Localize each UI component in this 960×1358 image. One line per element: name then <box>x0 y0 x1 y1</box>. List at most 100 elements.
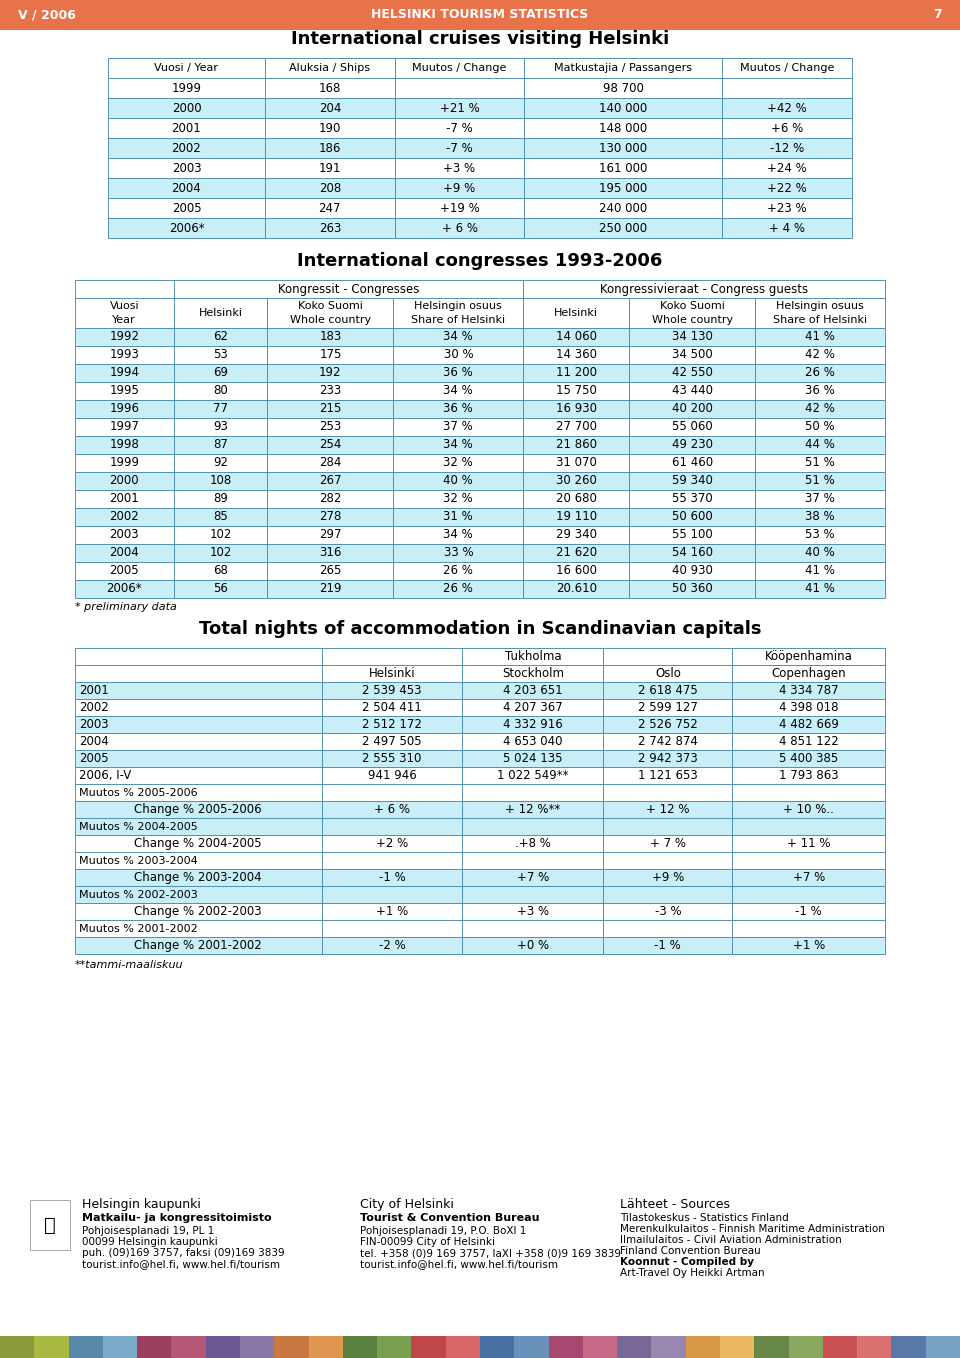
Bar <box>445 1336 480 1358</box>
Bar <box>732 919 885 937</box>
Text: 50 360: 50 360 <box>672 583 712 596</box>
Text: 5 400 385: 5 400 385 <box>780 752 838 765</box>
Bar <box>732 869 885 885</box>
Text: Change % 2005-2006: Change % 2005-2006 <box>134 803 262 816</box>
Text: 38 %: 38 % <box>805 511 835 523</box>
Bar <box>108 158 265 178</box>
Text: 4 398 018: 4 398 018 <box>779 701 838 714</box>
Text: 1 121 653: 1 121 653 <box>638 769 698 782</box>
Bar <box>524 139 722 158</box>
Text: 49 230: 49 230 <box>672 439 712 451</box>
Text: 55 370: 55 370 <box>672 493 712 505</box>
Bar <box>603 733 732 750</box>
Bar <box>394 454 523 473</box>
Bar <box>629 490 756 508</box>
Text: 41 %: 41 % <box>805 583 835 596</box>
Text: Pohjoisesplanadi 19, PL 1: Pohjoisesplanadi 19, PL 1 <box>82 1226 214 1236</box>
Text: 2001: 2001 <box>172 121 202 134</box>
Bar <box>394 562 523 580</box>
Text: 208: 208 <box>319 182 341 194</box>
Bar <box>603 885 732 903</box>
Bar <box>523 346 629 364</box>
Bar <box>732 699 885 716</box>
Bar <box>603 682 732 699</box>
Text: 4 482 669: 4 482 669 <box>779 718 839 731</box>
Bar <box>240 1336 275 1358</box>
Bar <box>732 801 885 818</box>
Bar <box>629 508 756 526</box>
Text: 77: 77 <box>213 402 228 416</box>
Text: Matkailu- ja kongressitoimisto: Matkailu- ja kongressitoimisto <box>82 1213 272 1224</box>
Text: 250 000: 250 000 <box>599 221 647 235</box>
Text: 4 203 651: 4 203 651 <box>503 684 563 697</box>
Text: 1992: 1992 <box>109 330 139 344</box>
Bar <box>732 885 885 903</box>
Bar <box>394 364 523 382</box>
Text: 7: 7 <box>933 8 942 22</box>
Text: +21 %: +21 % <box>440 102 479 114</box>
Text: 282: 282 <box>319 493 342 505</box>
Bar <box>75 401 174 418</box>
Bar <box>108 118 265 139</box>
Text: 37 %: 37 % <box>444 421 473 433</box>
Text: 1999: 1999 <box>172 81 202 95</box>
Bar <box>603 767 732 784</box>
Text: 92: 92 <box>213 456 228 470</box>
Text: International congresses 1993-2006: International congresses 1993-2006 <box>298 253 662 270</box>
Text: 👑: 👑 <box>44 1215 56 1234</box>
Bar <box>603 851 732 869</box>
Text: Oslo: Oslo <box>655 667 681 680</box>
Text: -3 %: -3 % <box>655 904 682 918</box>
Text: Helsingin osuus: Helsingin osuus <box>777 301 864 311</box>
Text: Muutos / Change: Muutos / Change <box>740 62 834 73</box>
Text: 1998: 1998 <box>109 439 139 451</box>
Text: 1994: 1994 <box>109 367 139 379</box>
Bar <box>722 58 852 77</box>
Bar <box>68 1336 103 1358</box>
Bar <box>732 682 885 699</box>
Text: + 12 %: + 12 % <box>646 803 689 816</box>
Bar <box>322 835 463 851</box>
Text: 14 360: 14 360 <box>556 349 597 361</box>
Text: +2 %: +2 % <box>375 837 408 850</box>
Bar <box>629 329 756 346</box>
Bar <box>463 903 603 919</box>
Text: Helsinki: Helsinki <box>369 667 416 680</box>
Bar <box>463 682 603 699</box>
Text: 2 497 505: 2 497 505 <box>362 735 421 748</box>
Text: V / 2006: V / 2006 <box>18 8 76 22</box>
Bar <box>394 545 523 562</box>
Text: -7 %: -7 % <box>446 141 473 155</box>
Text: 161 000: 161 000 <box>599 162 648 174</box>
Bar <box>732 648 885 665</box>
Bar <box>395 98 524 118</box>
Text: 1 022 549**: 1 022 549** <box>497 769 568 782</box>
Bar <box>603 835 732 851</box>
Text: 26 %: 26 % <box>805 367 835 379</box>
Bar <box>265 77 395 98</box>
Bar <box>548 1336 583 1358</box>
Text: +9 %: +9 % <box>652 870 684 884</box>
Text: 2 539 453: 2 539 453 <box>362 684 421 697</box>
Bar <box>394 526 523 545</box>
Text: 59 340: 59 340 <box>672 474 712 488</box>
Bar <box>267 346 394 364</box>
Text: 42 550: 42 550 <box>672 367 712 379</box>
Bar <box>756 329 885 346</box>
Text: * preliminary data: * preliminary data <box>75 602 177 612</box>
Text: Muutos % 2005-2006: Muutos % 2005-2006 <box>79 788 198 797</box>
Bar <box>174 280 523 297</box>
Text: 102: 102 <box>209 546 231 559</box>
Bar <box>174 562 267 580</box>
Text: Muutos % 2003-2004: Muutos % 2003-2004 <box>79 856 198 865</box>
Bar <box>75 454 174 473</box>
Bar <box>75 580 174 598</box>
Bar <box>395 118 524 139</box>
Bar <box>603 919 732 937</box>
Text: 34 %: 34 % <box>444 528 473 542</box>
Bar <box>75 885 322 903</box>
Text: 2000: 2000 <box>109 474 139 488</box>
Bar <box>463 750 603 767</box>
Text: 168: 168 <box>319 81 341 95</box>
Bar <box>756 490 885 508</box>
